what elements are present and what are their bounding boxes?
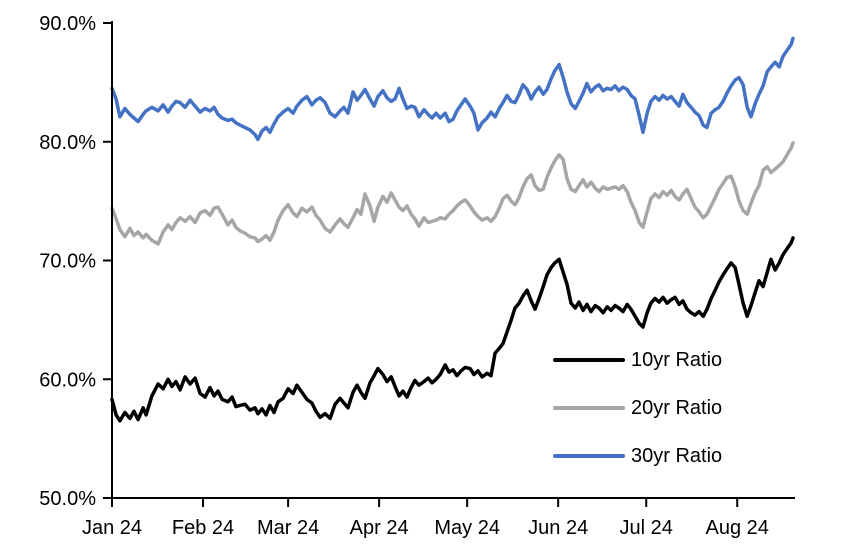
series-line-20yr-ratio <box>110 141 795 246</box>
legend-swatch-20yr-icon <box>553 406 625 410</box>
legend-item-10yr-ratio: 10yr Ratio <box>553 336 722 384</box>
legend-label-20yr-ratio: 20yr Ratio <box>631 396 723 419</box>
y-axis-tick-label: 80.0% <box>39 132 96 154</box>
legend-swatch-10yr-icon <box>553 358 625 362</box>
y-axis-tick-label: 70.0% <box>39 251 96 273</box>
x-axis-tick-label: Mar 24 <box>257 517 319 539</box>
x-axis-tick-label: Apr 24 <box>350 517 409 539</box>
legend-label-10yr-ratio: 10yr Ratio <box>631 348 723 371</box>
x-axis-tick-label: Jun 24 <box>528 517 588 539</box>
y-axis-tick-label: 90.0% <box>39 13 96 35</box>
chart-legend: 10yr Ratio 20yr Ratio 30yr Ratio <box>553 336 722 480</box>
legend-item-20yr-ratio: 20yr Ratio <box>553 384 722 432</box>
x-axis-tick-label: Aug 24 <box>706 517 769 539</box>
x-axis-tick-label: Jul 24 <box>620 517 673 539</box>
y-axis-tick-label: 50.0% <box>39 488 96 510</box>
x-axis-tick-label: May 24 <box>434 517 500 539</box>
x-axis-tick-label: Feb 24 <box>172 517 234 539</box>
legend-item-30yr-ratio: 30yr Ratio <box>553 432 722 480</box>
series-line-10yr-ratio <box>110 236 795 423</box>
legend-label-30yr-ratio: 30yr Ratio <box>631 444 723 467</box>
x-axis-tick-label: Jan 24 <box>82 517 142 539</box>
legend-swatch-30yr-icon <box>553 454 625 458</box>
series-line-30yr-ratio <box>110 36 795 142</box>
y-axis-tick-label: 60.0% <box>39 369 96 391</box>
